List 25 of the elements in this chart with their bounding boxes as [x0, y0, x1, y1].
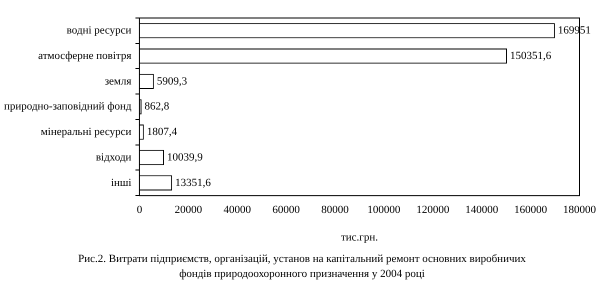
data-label: 10039,9 [166, 151, 204, 164]
data-label: 13351,6 [175, 176, 212, 189]
x-tick-label: 20000 [174, 204, 203, 216]
data-label: 862,8 [144, 100, 170, 113]
text: Рис.2. Витрати підприємств, організацій, установ на капітальний ремонт основних виробничих фондів природоохоронного призначення у 2004 році [77, 252, 527, 282]
x-tick-label: 180000 [563, 204, 596, 216]
data-label: 1807,4 [146, 126, 178, 138]
x-tick-label: 80000 [321, 204, 350, 216]
y-tick-label: інші [110, 176, 132, 189]
y-tick-label: водні ресурси [66, 24, 132, 37]
x-tick-label: 120000 [416, 204, 450, 216]
y-tick-label: земля [104, 75, 132, 88]
y-tick-label: відходи [96, 151, 132, 164]
y-tick-label: природно-заповідний фонд [4, 100, 132, 113]
y-tick-label: мінеральні ресурси [40, 126, 132, 138]
data-label: 150351,6 [510, 50, 552, 62]
data-label: 5909,3 [156, 75, 188, 88]
x-tick-label: 160000 [514, 204, 548, 216]
x-tick-label: 60000 [272, 204, 300, 216]
x-tick-label: 40000 [223, 204, 252, 216]
x-tick-label: 140000 [465, 204, 499, 216]
x-tick-label: 0 [136, 204, 143, 216]
x-axis-title: тис.грн. [340, 231, 378, 244]
x-tick-label: 100000 [367, 204, 401, 216]
y-tick-label: атмосферне повітря [38, 50, 132, 62]
